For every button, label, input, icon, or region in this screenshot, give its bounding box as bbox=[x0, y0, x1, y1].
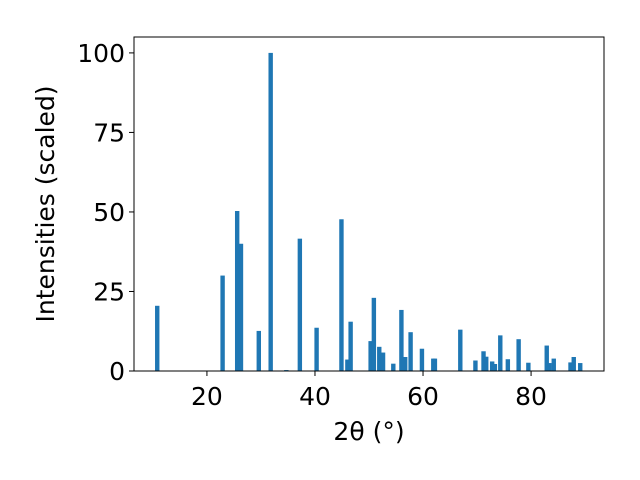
bar bbox=[547, 363, 552, 371]
x-axis-label: 2θ (°) bbox=[333, 417, 404, 446]
bar bbox=[399, 309, 404, 371]
bar bbox=[481, 351, 486, 371]
y-tick-label: 100 bbox=[77, 39, 125, 68]
bar bbox=[403, 357, 408, 371]
bar bbox=[505, 359, 511, 371]
bar bbox=[489, 361, 495, 371]
bar bbox=[348, 321, 353, 371]
x-axis-ticks: 20 40 60 80 bbox=[191, 371, 547, 411]
y-tick-label: 75 bbox=[93, 118, 125, 147]
bar bbox=[380, 352, 386, 371]
x-tick-label: 80 bbox=[515, 382, 547, 411]
plot-frame bbox=[133, 36, 605, 372]
bar bbox=[345, 359, 350, 371]
bar bbox=[473, 360, 478, 371]
bars-group bbox=[155, 52, 583, 372]
bar bbox=[256, 330, 261, 371]
bar bbox=[220, 275, 225, 371]
bar bbox=[371, 297, 377, 371]
bar bbox=[408, 332, 413, 371]
bar bbox=[492, 364, 498, 371]
bar bbox=[391, 363, 396, 371]
bar bbox=[526, 362, 531, 371]
bar bbox=[268, 52, 273, 372]
bar bbox=[484, 356, 489, 371]
y-axis-ticks: 0 25 50 75 100 bbox=[77, 39, 134, 386]
bar bbox=[516, 339, 521, 371]
bar bbox=[498, 335, 503, 371]
y-axis-label: Intensities (scaled) bbox=[31, 85, 60, 322]
x-tick-label: 60 bbox=[407, 382, 439, 411]
y-tick-label: 0 bbox=[109, 357, 125, 386]
y-tick-label: 25 bbox=[93, 277, 125, 306]
bar bbox=[568, 362, 573, 371]
bar bbox=[571, 357, 576, 371]
bar bbox=[314, 327, 319, 371]
bar bbox=[297, 238, 303, 371]
bar bbox=[551, 358, 556, 371]
bar bbox=[377, 346, 382, 371]
y-tick-label: 50 bbox=[93, 198, 125, 227]
bar bbox=[238, 243, 244, 371]
bar bbox=[544, 345, 549, 371]
bar bbox=[458, 329, 463, 371]
x-tick-label: 20 bbox=[191, 382, 223, 411]
x-tick-label: 40 bbox=[299, 382, 331, 411]
bar bbox=[368, 341, 373, 371]
bar bbox=[578, 363, 583, 371]
bar bbox=[419, 348, 425, 371]
bar bbox=[234, 211, 240, 371]
bar bbox=[339, 219, 344, 371]
bar bbox=[155, 305, 160, 371]
bar bbox=[432, 358, 438, 371]
